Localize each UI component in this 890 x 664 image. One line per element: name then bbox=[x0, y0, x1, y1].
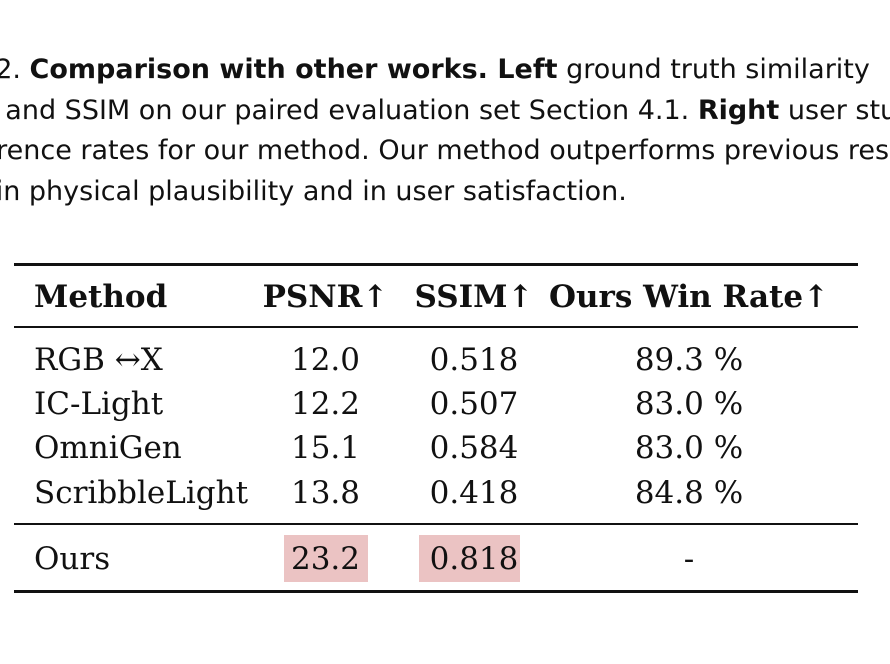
cell-psnr: 12.2 bbox=[290, 386, 361, 422]
cell-ssim: 0.584 bbox=[429, 430, 519, 466]
caption-table-number: e 2. bbox=[0, 54, 21, 85]
cell-psnr: 23.2 bbox=[290, 541, 361, 577]
table-row: IC-Light 12.2 0.507 83.0 % bbox=[14, 382, 858, 426]
caption-text: JR and SSIM on our paired evaluation set… bbox=[0, 94, 698, 126]
cell-method: OmniGen bbox=[34, 430, 182, 466]
table-header-rule bbox=[14, 326, 858, 328]
table-top-rule bbox=[14, 263, 858, 266]
caption-line-4: n in physical plausibility and in user s… bbox=[0, 175, 627, 207]
table-row: ScribbleLight 13.8 0.418 84.8 % bbox=[14, 471, 858, 515]
cell-ssim: 0.418 bbox=[429, 475, 519, 511]
cell-ssim: 0.518 bbox=[429, 342, 519, 378]
cell-method: RGB ↔X bbox=[34, 342, 163, 378]
header-ssim: SSIM↑ bbox=[414, 279, 534, 315]
cell-psnr: 13.8 bbox=[290, 475, 361, 511]
caption-title: Comparison with other works. Left bbox=[29, 54, 558, 85]
table-bottom-rule bbox=[14, 590, 858, 593]
cell-method: IC-Light bbox=[34, 386, 164, 422]
header-win-rate: Ours Win Rate↑ bbox=[549, 279, 830, 315]
table-header-row: Method PSNR↑ SSIM↑ Ours Win Rate↑ bbox=[14, 275, 858, 319]
cell-win-rate: 83.0 % bbox=[634, 430, 744, 466]
cell-method: Ours bbox=[34, 541, 111, 577]
psnr-best-highlight bbox=[284, 535, 368, 582]
cell-ssim: 0.818 bbox=[429, 541, 519, 577]
cell-win-rate: 89.3 % bbox=[634, 342, 744, 378]
cell-win-rate: 83.0 % bbox=[634, 386, 744, 422]
table-row-ours: Ours 23.2 0.818 - bbox=[14, 537, 858, 581]
cell-win-rate: - bbox=[683, 541, 695, 577]
cell-method: ScribbleLight bbox=[34, 475, 249, 511]
ssim-best-highlight bbox=[419, 535, 520, 582]
caption-line-3: ference rates for our method. Our method… bbox=[0, 135, 890, 166]
caption-line-2: JR and SSIM on our paired evaluation set… bbox=[0, 91, 890, 132]
header-psnr: PSNR↑ bbox=[262, 279, 389, 315]
caption-text: ground truth similarity bbox=[557, 54, 870, 85]
table-row: RGB ↔X 12.0 0.518 89.3 % bbox=[14, 338, 858, 382]
cell-ssim: 0.507 bbox=[429, 386, 519, 422]
cell-psnr: 15.1 bbox=[290, 430, 361, 466]
table-caption: e 2. Comparison with other works. Left g… bbox=[0, 50, 890, 212]
caption-text: user stu bbox=[779, 94, 890, 126]
table-mid-rule bbox=[14, 523, 858, 525]
cell-psnr: 12.0 bbox=[290, 342, 361, 378]
header-method: Method bbox=[34, 279, 168, 315]
cell-win-rate: 84.8 % bbox=[634, 475, 744, 511]
caption-right-label: Right bbox=[697, 94, 780, 126]
table-row: OmniGen 15.1 0.584 83.0 % bbox=[14, 426, 858, 470]
caption-line-1: e 2. Comparison with other works. Left g… bbox=[0, 50, 890, 91]
